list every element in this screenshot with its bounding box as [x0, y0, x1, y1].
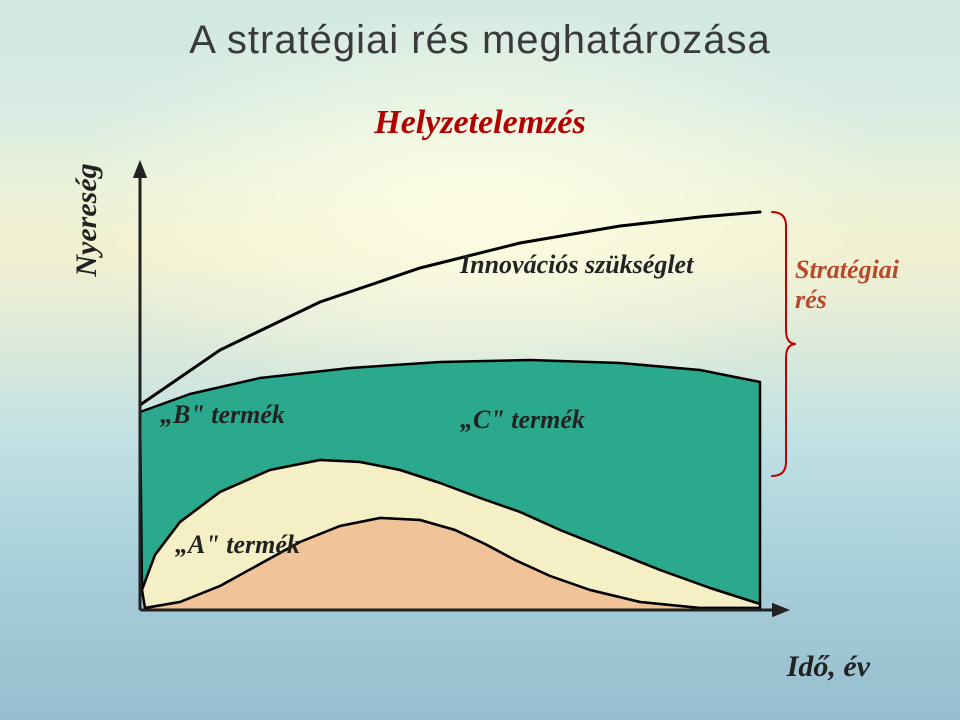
- product-b-label: „B" termék: [160, 400, 285, 430]
- innovation-label: Innovációs szükséglet: [460, 250, 693, 280]
- y-axis-label: Nyereség: [70, 120, 104, 320]
- x-axis-label: Idő, év: [787, 650, 870, 684]
- product-c-label: „C" termék: [460, 405, 585, 435]
- slide-subtitle: Helyzetelemzés: [0, 104, 960, 142]
- product-a-label: „A" termék: [175, 530, 300, 560]
- strategic-gap-chart: Nyereség Innovációs szükséglet Stratégia…: [60, 150, 900, 690]
- gap-label: Stratégiai rés: [795, 255, 905, 315]
- slide: A stratégiai rés meghatározása Helyzetel…: [0, 0, 960, 720]
- slide-title: A stratégiai rés meghatározása: [0, 18, 960, 63]
